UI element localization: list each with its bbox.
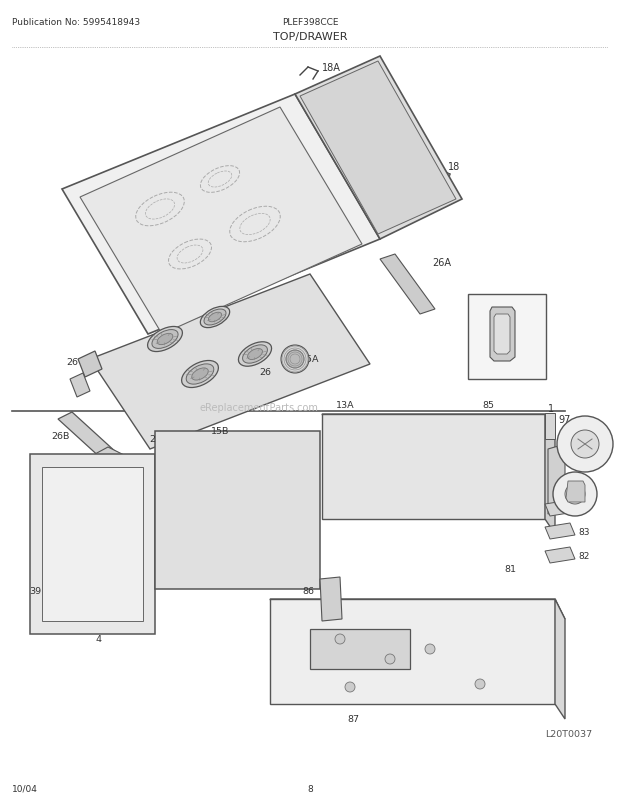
Polygon shape [95, 448, 148, 475]
Text: 26A: 26A [432, 257, 451, 268]
Polygon shape [545, 415, 555, 534]
Text: 96: 96 [550, 468, 562, 477]
Text: 13A: 13A [335, 401, 354, 410]
Text: 10/04: 10/04 [12, 784, 38, 793]
Text: 26: 26 [66, 358, 78, 367]
Ellipse shape [204, 310, 226, 326]
Text: 15B: 15B [211, 427, 229, 436]
Text: TOP/DRAWER: TOP/DRAWER [273, 32, 347, 42]
Text: 86: 86 [302, 587, 314, 596]
Text: 52: 52 [508, 296, 521, 306]
Polygon shape [545, 500, 575, 516]
Ellipse shape [286, 350, 304, 369]
Text: 84: 84 [578, 504, 590, 513]
Text: 82: 82 [578, 551, 590, 561]
Polygon shape [566, 481, 585, 502]
Polygon shape [295, 57, 462, 240]
Text: 15C: 15C [236, 280, 254, 290]
Text: 13: 13 [568, 475, 580, 484]
Text: 8: 8 [307, 784, 313, 793]
Text: 83: 83 [578, 528, 590, 537]
Ellipse shape [192, 368, 208, 381]
Polygon shape [545, 524, 575, 539]
Ellipse shape [152, 330, 178, 349]
Polygon shape [322, 415, 555, 435]
Circle shape [335, 634, 345, 644]
Circle shape [475, 679, 485, 689]
Text: 15A: 15A [301, 355, 319, 364]
Ellipse shape [148, 327, 182, 352]
Text: 85: 85 [482, 401, 494, 410]
Polygon shape [58, 412, 140, 481]
Text: 18: 18 [448, 162, 460, 172]
Ellipse shape [200, 307, 229, 328]
Text: 97: 97 [558, 415, 570, 424]
Polygon shape [80, 107, 362, 334]
Text: 2: 2 [149, 435, 155, 444]
Circle shape [565, 484, 585, 504]
Polygon shape [545, 414, 555, 439]
Circle shape [385, 654, 395, 664]
Ellipse shape [242, 346, 267, 364]
Polygon shape [155, 431, 320, 589]
Text: 15E: 15E [151, 298, 169, 307]
Polygon shape [555, 599, 565, 719]
Polygon shape [70, 374, 90, 398]
Circle shape [571, 431, 599, 459]
Ellipse shape [247, 349, 262, 360]
Ellipse shape [281, 346, 309, 374]
Circle shape [557, 416, 613, 472]
Ellipse shape [186, 364, 214, 385]
Text: eReplacementParts.com: eReplacementParts.com [200, 403, 319, 412]
Ellipse shape [239, 342, 272, 367]
Circle shape [553, 472, 597, 516]
Text: 1: 1 [548, 403, 554, 414]
Polygon shape [548, 444, 565, 514]
Polygon shape [30, 455, 155, 634]
Polygon shape [270, 599, 555, 704]
Polygon shape [90, 274, 370, 449]
Polygon shape [545, 547, 575, 563]
Text: 87: 87 [347, 715, 359, 723]
Text: 26B: 26B [51, 432, 69, 441]
Polygon shape [42, 468, 143, 622]
Text: 39: 39 [29, 587, 41, 596]
Polygon shape [380, 255, 435, 314]
Text: 26: 26 [259, 368, 271, 377]
Text: PLEF398CCE: PLEF398CCE [281, 18, 339, 27]
Bar [468, 294, 546, 379]
Text: 18A: 18A [322, 63, 341, 73]
Ellipse shape [157, 334, 173, 345]
Polygon shape [270, 599, 565, 619]
Circle shape [425, 644, 435, 654]
Polygon shape [494, 314, 510, 354]
Polygon shape [320, 577, 342, 622]
Text: Publication No: 5995418943: Publication No: 5995418943 [12, 18, 140, 27]
Polygon shape [322, 415, 545, 520]
Text: 81: 81 [504, 565, 516, 573]
Ellipse shape [208, 313, 221, 322]
Circle shape [345, 683, 355, 692]
Polygon shape [310, 630, 410, 669]
Text: 4: 4 [95, 634, 101, 644]
Text: 16: 16 [332, 132, 344, 142]
Text: L20T0037: L20T0037 [545, 729, 592, 738]
Polygon shape [490, 308, 515, 362]
Polygon shape [78, 351, 102, 378]
Ellipse shape [182, 361, 218, 388]
Polygon shape [300, 62, 456, 235]
Polygon shape [62, 95, 380, 334]
